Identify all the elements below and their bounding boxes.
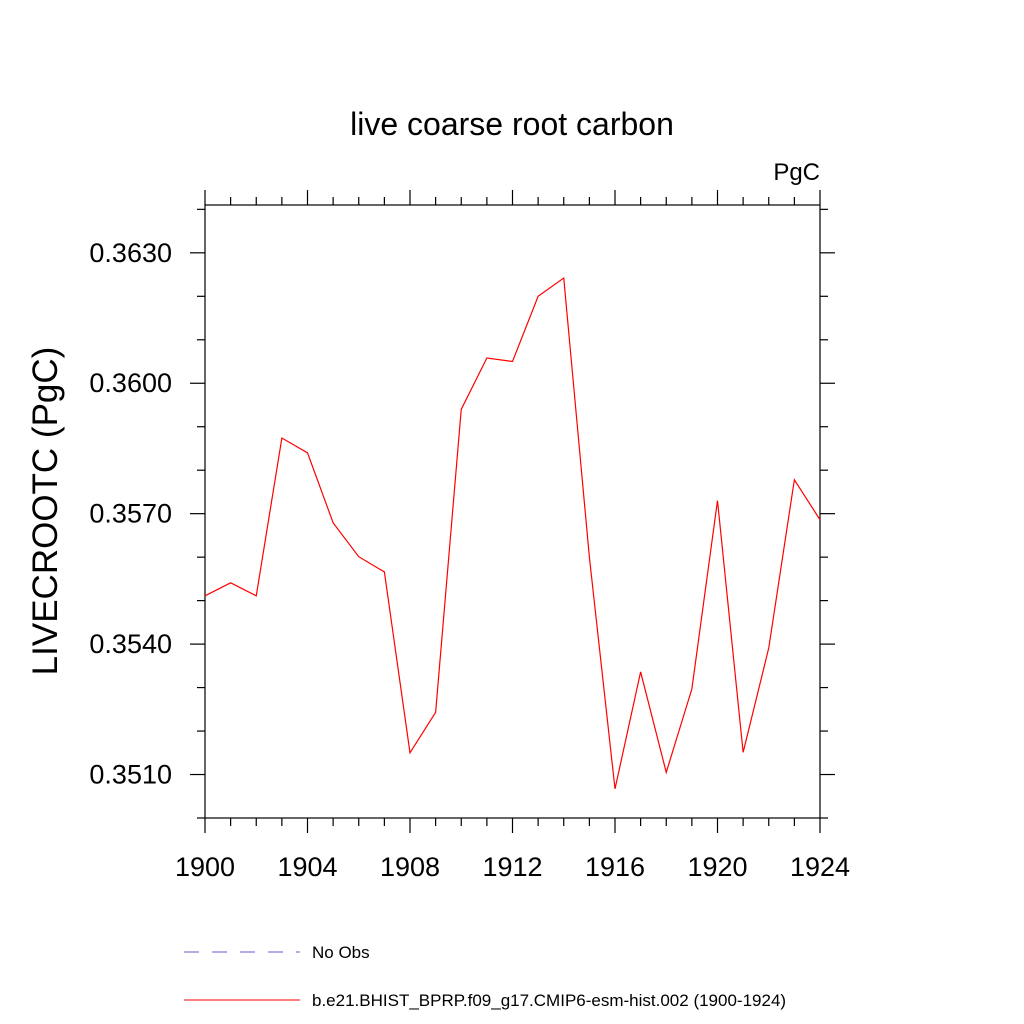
y-tick-label: 0.3540 [89, 629, 172, 659]
legend-label: No Obs [312, 943, 370, 962]
legend: No Obs b.e21.BHIST_BPRP.f09_g17.CMIP6-esm… [184, 943, 786, 1010]
y-tick-label: 0.3570 [89, 499, 172, 529]
chart-title: live coarse root carbon [350, 106, 674, 142]
y-tick-label: 0.3600 [89, 368, 172, 398]
series-layer [204, 276, 821, 789]
plot-frame [204, 204, 821, 819]
units-label: PgC [773, 159, 820, 186]
x-tick-label: 1904 [277, 852, 337, 882]
y-axis-label: LIVECROOTC (PgC) [26, 347, 65, 676]
x-tick-label: 1924 [790, 852, 850, 882]
legend-label: b.e21.BHIST_BPRP.f09_g17.CMIP6-esm-hist.… [312, 991, 786, 1010]
y-tick-label: 0.3510 [89, 760, 172, 790]
x-tick-label: 1900 [175, 852, 235, 882]
series-line-0 [204, 276, 821, 789]
x-tick-label: 1916 [585, 852, 645, 882]
axis-tick-labels: 1900 1904 1908 1912 1916 1920 1924 0.3510 0.3540… [89, 238, 850, 882]
x-tick-label: 1912 [482, 852, 542, 882]
axis-ticks [190, 190, 835, 833]
y-tick-label: 0.3630 [89, 238, 172, 268]
x-tick-label: 1908 [380, 852, 440, 882]
x-tick-label: 1920 [687, 852, 747, 882]
